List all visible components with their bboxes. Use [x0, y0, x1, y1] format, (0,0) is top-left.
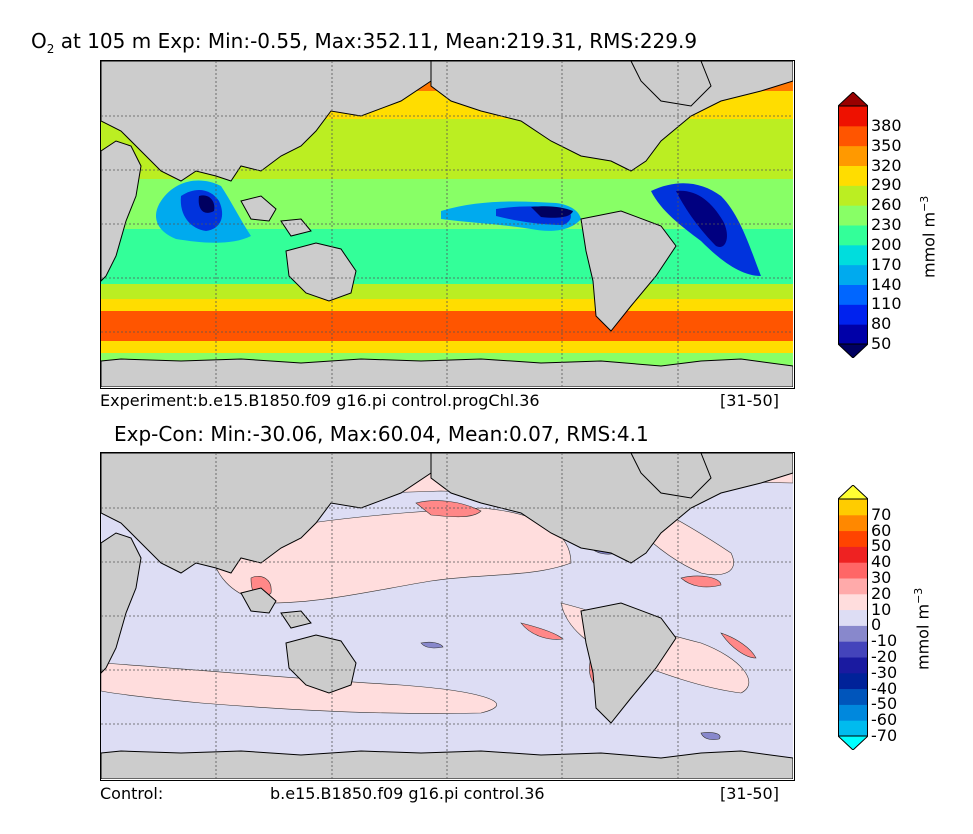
colorbar-tick-label: -60 [871, 710, 898, 730]
colorbar-segment [838, 185, 868, 206]
colorbar-tick-label: 0 [871, 615, 882, 635]
colorbar-tick-label: 50 [871, 536, 892, 556]
top-map-svg [101, 61, 793, 387]
colorbar-segment [838, 264, 868, 285]
colorbar-extend-max [836, 484, 870, 500]
top-caption-left: Experiment:b.e15.B1850.f09 g16.pi contro… [100, 391, 540, 410]
colorbar-segment [838, 578, 868, 595]
colorbar-tick-label: 320 [871, 155, 902, 175]
top-title-rest: at 105 m Exp: Min:-0.55, Max:352.11, Mea… [54, 29, 698, 53]
colorbar-tick-label: 350 [871, 135, 902, 155]
colorbar-segment [838, 641, 868, 658]
bottom-caption-right: [31-50] [720, 784, 779, 803]
colorbar-segment [838, 625, 868, 642]
colorbar-tick-label: 170 [871, 254, 902, 274]
top-title-sub: 2 [46, 42, 55, 56]
colorbar-frame [838, 498, 868, 737]
colorbar-tick-label: -10 [871, 631, 898, 651]
colorbar-segment [838, 562, 868, 579]
colorbar-segment [838, 546, 868, 563]
colorbar-segment [838, 514, 868, 532]
colorbar-segment [838, 609, 868, 626]
colorbar-tick-label: 30 [871, 568, 892, 587]
colorbar-segment [838, 284, 868, 305]
colorbar-tick-label: -70 [871, 726, 898, 745]
colorbar-segment [838, 145, 868, 166]
colorbar-segment [838, 106, 868, 127]
colorbar-tick-label: -20 [871, 647, 898, 666]
colorbar-tick-label: 110 [871, 294, 902, 314]
colorbar-segment [838, 244, 868, 266]
colorbar-tick-label: 140 [871, 274, 902, 294]
colorbar-segment [838, 125, 868, 147]
colorbar-segment [838, 704, 868, 721]
colorbar-tick-label: 260 [871, 195, 902, 215]
colorbar-segment [838, 657, 868, 674]
colorbar-segment [838, 499, 868, 516]
bottom-colorbar [836, 484, 870, 751]
colorbar-extend-max [836, 91, 870, 107]
colorbar-segment [838, 205, 868, 226]
colorbar-frame [838, 105, 868, 345]
colorbar-segment [838, 672, 868, 690]
top-colorbar [836, 91, 870, 359]
colorbar-tick-label: -40 [871, 678, 898, 698]
top-colorbar-label: mmol m−3 [918, 195, 939, 278]
top-colorbar-svg [836, 91, 870, 359]
colorbar-tick-label: 40 [871, 552, 892, 572]
colorbar-segment [838, 225, 868, 246]
colorbar-segment [838, 324, 868, 345]
colorbar-extend-min [836, 343, 870, 359]
top-title-var: O [31, 29, 47, 53]
top-caption-right: [31-50] [720, 391, 779, 410]
bottom-caption-left: Control: [100, 784, 164, 803]
colorbar-tick-label: 70 [871, 504, 892, 524]
top-panel-title: O2 at 105 m Exp: Min:-0.55, Max:352.11, … [31, 29, 697, 56]
colorbar-segment [838, 593, 868, 611]
colorbar-tick-label: 50 [871, 334, 892, 353]
bottom-colorbar-svg [836, 484, 870, 751]
colorbar-tick-label: 380 [871, 115, 902, 135]
colorbar-tick-label: 230 [871, 215, 902, 234]
bottom-map-plot [100, 452, 795, 781]
colorbar-segment [838, 165, 868, 186]
colorbar-tick-label: -50 [871, 694, 898, 714]
top-map-plot [100, 60, 795, 389]
colorbar-tick-label: 60 [871, 520, 892, 540]
colorbar-tick-label: 200 [871, 234, 902, 254]
colorbar-tick-label: 20 [871, 583, 892, 603]
colorbar-extend-min [836, 735, 870, 751]
colorbar-tick-label: 10 [871, 599, 892, 619]
colorbar-tick-label: 80 [871, 314, 892, 334]
bottom-caption-mid: b.e15.B1850.f09 g16.pi control.36 [270, 784, 545, 803]
colorbar-segment [838, 688, 868, 705]
colorbar-segment [838, 304, 868, 325]
colorbar-tick-label: -30 [871, 662, 898, 682]
colorbar-segment [838, 530, 868, 547]
colorbar-tick-label: 290 [871, 175, 902, 195]
colorbar-segment [838, 720, 868, 737]
bottom-colorbar-label: mmol m−3 [912, 587, 933, 670]
bottom-map-svg [101, 453, 793, 779]
bottom-panel-title: Exp-Con: Min:-30.06, Max:60.04, Mean:0.0… [114, 422, 649, 446]
